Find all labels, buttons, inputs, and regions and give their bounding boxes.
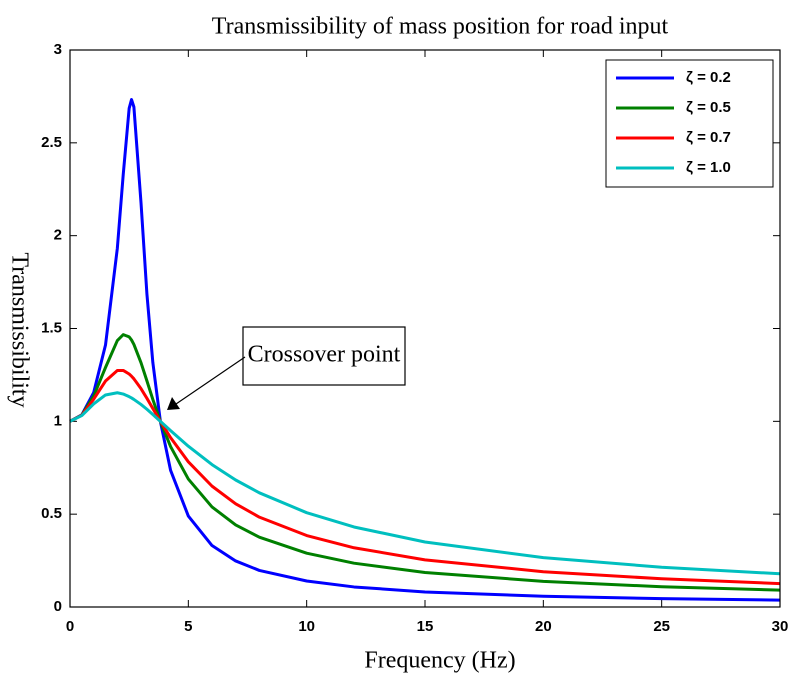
annotation-arrowhead xyxy=(167,397,180,410)
annotation-text: Crossover point xyxy=(248,342,401,368)
y-tick-label: 3 xyxy=(54,41,62,58)
legend: ζ = 0.2 ζ = 0.5 ζ = 0.7 ζ = 1.0 xyxy=(605,59,774,188)
y-tick-label: 1 xyxy=(54,412,62,429)
annotation-box xyxy=(242,326,406,386)
x-tick-label: 25 xyxy=(653,618,670,635)
line-series xyxy=(69,333,781,592)
line-series xyxy=(69,368,781,586)
x-tick-label: 30 xyxy=(772,618,789,635)
legend-label: ζ = 1.0 xyxy=(686,159,731,176)
line-series xyxy=(69,98,781,602)
line-series xyxy=(69,391,781,576)
legend-label: ζ = 0.2 xyxy=(686,69,731,86)
x-tick-label: 5 xyxy=(184,618,192,635)
x-axis-title: Frequency (Hz) xyxy=(364,648,515,674)
x-tick-label: 20 xyxy=(535,618,552,635)
plot-frame xyxy=(69,49,781,608)
x-tick-label: 0 xyxy=(66,618,74,635)
legend-label: ζ = 0.7 xyxy=(686,129,731,146)
legend-box xyxy=(605,59,774,188)
annotation-arrow xyxy=(175,356,246,405)
y-tick-label: 2.5 xyxy=(41,134,62,151)
x-tick-label: 15 xyxy=(417,618,434,635)
y-tick-label: 0 xyxy=(54,598,62,615)
x-tick-label: 10 xyxy=(298,618,315,635)
y-tick-label: 1.5 xyxy=(41,319,62,336)
y-tick-label: 2 xyxy=(54,227,62,244)
y-tick-label: 0.5 xyxy=(41,505,62,522)
chart-title: Transmissibility of mass position for ro… xyxy=(212,14,669,40)
y-axis-title: Transmissibility xyxy=(6,252,32,407)
legend-label: ζ = 0.5 xyxy=(686,99,731,116)
